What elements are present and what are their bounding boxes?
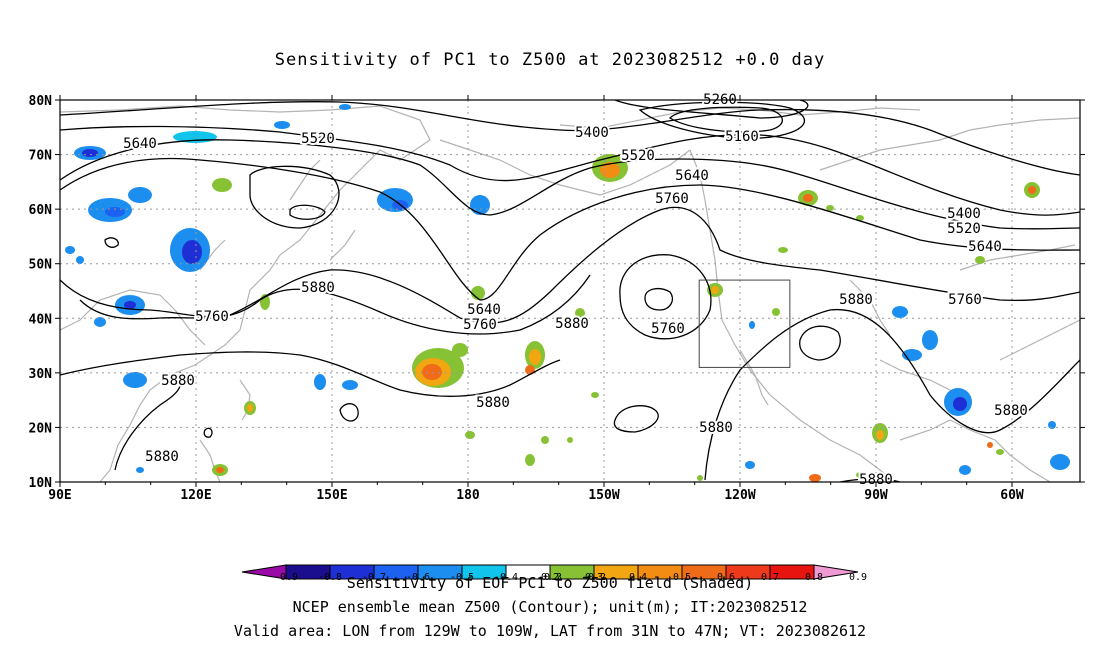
lat-label: 40N	[29, 312, 53, 327]
colorbar: -0.9 -0.8 -0.7 -0.6 -0.5 -0.4 -0.3 -0.2 0.2 0.3 0.…	[241, 564, 867, 583]
footer-line-1: Sensitivity of EOF PC1 to Z500 field (Sh…	[346, 574, 754, 592]
colorbar-tick-label: 0.9	[849, 572, 867, 583]
contour-labels: 5260 5160 5400 5520 5520 5640 5640 5760 …	[121, 90, 1030, 490]
colorbar-tick-label: 0.2	[541, 572, 559, 583]
lon-label: 150E	[316, 488, 347, 503]
contour-label-5760-d: 5760	[195, 309, 229, 325]
lat-label: 70N	[29, 149, 53, 164]
colorbar-tick-label: -0.7	[362, 572, 386, 583]
contour-label-5160: 5160	[725, 129, 759, 145]
axis-ticks	[55, 95, 1085, 487]
lon-label: 60W	[1000, 488, 1024, 503]
lat-label: 10N	[29, 476, 53, 491]
footer-line-3: Valid area: LON from 129W to 109W, LAT f…	[233, 622, 867, 640]
colorbar-tick-label: -0.6	[406, 572, 430, 583]
lat-label: 80N	[29, 94, 53, 109]
colorbar-tick-label: -0.3	[538, 572, 562, 583]
map-frame	[59, 99, 1081, 483]
contour-label-5880-e: 5880	[476, 395, 510, 411]
contour-label-5880-b: 5880	[301, 280, 335, 296]
lon-label: 180	[456, 488, 480, 503]
contour-label-5760-b: 5760	[948, 292, 982, 308]
contour-label-5520-b: 5520	[301, 131, 335, 147]
colorbar-tick-label: 0.8	[805, 572, 823, 583]
colorbar-tick-label: -0.4	[494, 572, 518, 583]
contour-label-5880-h: 5880	[145, 449, 179, 465]
contour-label-5880-c: 5880	[555, 316, 589, 332]
contour-label-5400-b: 5400	[947, 206, 981, 222]
contour-label-5640-c: 5640	[968, 239, 1002, 255]
contour-label-5640-a: 5640	[123, 136, 157, 152]
contour-label-5880-g: 5880	[699, 420, 733, 436]
colorbar-tick-label: -0.9	[274, 572, 298, 583]
colorbar-tick-label: 0.4	[629, 572, 647, 583]
coastlines	[60, 105, 1080, 482]
valid-area-box	[698, 279, 791, 368]
lat-label: 20N	[29, 421, 53, 436]
map-background	[60, 100, 1080, 482]
contour-label-5880-a: 5880	[839, 292, 873, 308]
colorbar-tick-label: 0.3	[585, 572, 603, 583]
colorbar-tick-label: -0.2	[582, 572, 606, 583]
colorbar-tick-label: 0.7	[761, 572, 779, 583]
contour-label-5880-i: 5880	[859, 472, 893, 488]
contour-label-5520-a: 5520	[621, 148, 655, 164]
colorbar-tick-label: 0.6	[717, 572, 735, 583]
contour-label-5520-c: 5520	[947, 221, 981, 237]
lon-label: 90W	[864, 488, 888, 503]
contour-label-5640-b: 5640	[675, 168, 709, 184]
contour-label-5760-e: 5760	[651, 321, 685, 337]
lat-label: 60N	[29, 203, 53, 218]
z500-contours	[60, 100, 1080, 482]
gridlines	[60, 100, 1080, 482]
lon-label: 120E	[180, 488, 211, 503]
colorbar-tick-label: 0.5	[673, 572, 691, 583]
contour-label-5400-a: 5400	[575, 125, 609, 141]
contour-label-5880-f: 5880	[994, 403, 1028, 419]
chart-title: Sensitivity of PC1 to Z500 at 2023082512…	[274, 50, 826, 70]
contour-label-5640-d: 5640	[467, 302, 501, 318]
sensitivity-shading	[65, 104, 1070, 482]
contour-label-5760-c: 5760	[463, 317, 497, 333]
lon-label: 150W	[588, 488, 619, 503]
colorbar-cell	[813, 564, 859, 580]
contour-label-5880-d: 5880	[161, 373, 195, 389]
lat-label: 30N	[29, 367, 53, 382]
footer-line-2: NCEP ensemble mean Z500 (Contour); unit(…	[292, 598, 808, 616]
lat-label: 50N	[29, 258, 53, 273]
lon-label: 90E	[48, 488, 71, 503]
colorbar-tick-label: -0.5	[450, 572, 474, 583]
lon-label: 120W	[724, 488, 755, 503]
colorbar-tick-label: -0.8	[318, 572, 342, 583]
contour-label-5760-a: 5760	[655, 191, 689, 207]
